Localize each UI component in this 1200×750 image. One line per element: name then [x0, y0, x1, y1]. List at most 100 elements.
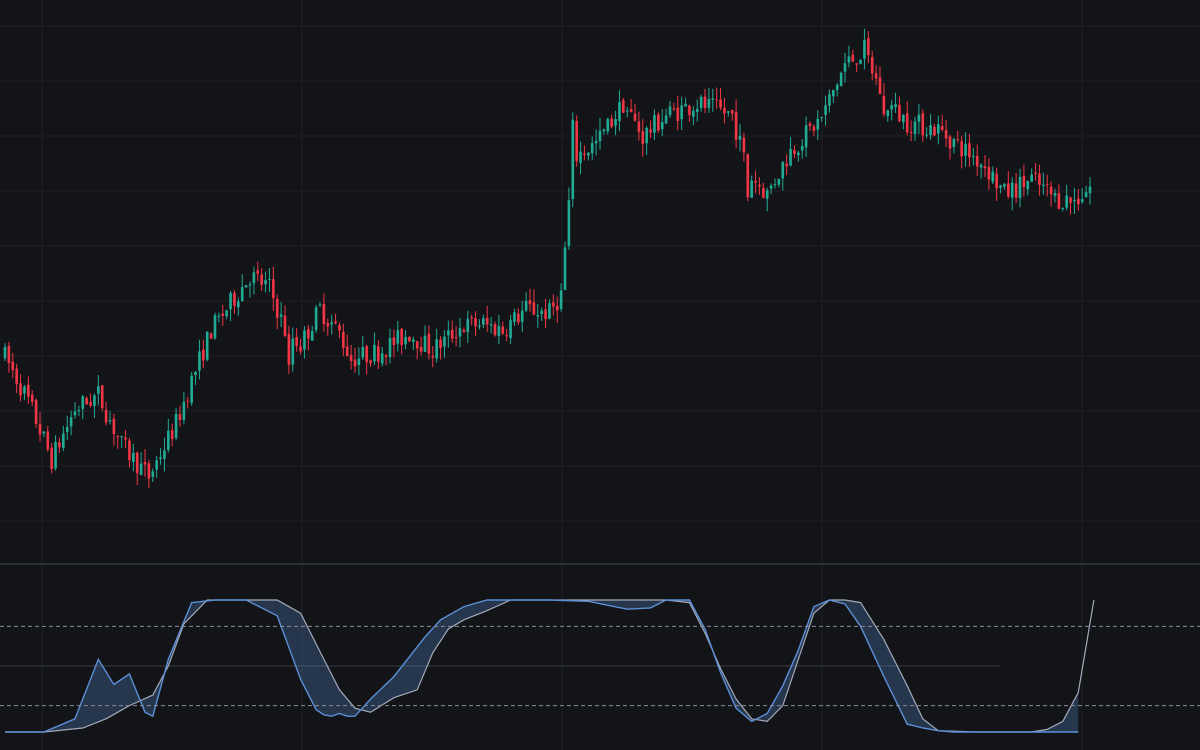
candle — [318, 302, 322, 307]
candle-body — [322, 303, 326, 325]
candle — [552, 294, 555, 316]
candle — [501, 321, 505, 336]
candle-body — [847, 56, 851, 63]
candle — [268, 267, 271, 292]
candle — [633, 104, 637, 122]
candle-body — [478, 325, 481, 327]
candle — [1045, 174, 1049, 197]
candle-body — [921, 113, 925, 136]
candle-body — [536, 315, 540, 317]
candle-body — [835, 84, 839, 90]
candle-body — [657, 114, 660, 131]
candle — [108, 411, 112, 425]
candle-body — [598, 130, 602, 142]
candle — [283, 305, 287, 338]
candle — [225, 309, 228, 320]
candle-body — [474, 318, 477, 327]
candle — [886, 109, 890, 123]
candle — [660, 109, 664, 137]
candle-body — [291, 338, 295, 365]
candle — [423, 325, 427, 353]
candle — [540, 307, 543, 321]
candle-body — [19, 383, 22, 396]
candle-body — [793, 150, 796, 154]
candle-body — [69, 417, 73, 427]
candle-body — [699, 96, 703, 109]
candle-body — [1088, 186, 1092, 194]
candle — [797, 150, 800, 162]
candle — [870, 50, 874, 81]
candle — [384, 353, 388, 366]
candle-body — [610, 118, 613, 127]
candle — [310, 325, 314, 341]
candle — [135, 451, 139, 486]
oscillator-main-line[interactable] — [5, 599, 1079, 733]
candle — [408, 336, 411, 343]
candle-body — [886, 110, 890, 117]
candle — [629, 98, 633, 113]
candle — [139, 452, 143, 476]
candle-body — [54, 441, 57, 469]
candle-body — [902, 114, 905, 123]
candle-body — [944, 130, 948, 139]
candle — [719, 87, 722, 111]
candle — [1080, 188, 1084, 204]
candle — [474, 311, 477, 337]
candle — [454, 326, 458, 347]
candle — [15, 363, 18, 394]
candle — [843, 52, 847, 83]
candle-body — [878, 77, 882, 94]
candle-body — [318, 304, 322, 306]
candle — [412, 336, 415, 351]
candle-body — [447, 330, 450, 336]
candle-body — [676, 107, 680, 121]
candle-body — [221, 313, 225, 316]
candle-body — [711, 98, 715, 100]
candle-body — [100, 385, 104, 409]
candle-body — [470, 317, 473, 319]
candle — [921, 109, 925, 142]
candle — [975, 144, 979, 176]
candle — [489, 317, 493, 334]
candle — [730, 109, 734, 121]
candle — [765, 187, 769, 212]
oscillator-signal-line[interactable] — [5, 599, 1095, 733]
candle-body — [240, 287, 244, 302]
candle-body — [688, 105, 691, 116]
candle — [1022, 164, 1026, 197]
candle-body — [443, 336, 446, 347]
candle — [1073, 187, 1076, 214]
candle — [544, 298, 547, 328]
candle-body — [594, 140, 598, 144]
candle — [587, 151, 590, 161]
candle — [999, 184, 1002, 194]
candle — [155, 455, 158, 478]
candle-body — [1077, 198, 1080, 205]
candle — [349, 344, 353, 370]
candle — [151, 468, 155, 483]
candle-body — [649, 129, 652, 133]
candle — [493, 321, 497, 337]
candle-body — [975, 155, 979, 167]
candle — [462, 327, 466, 333]
candle-body — [334, 321, 337, 324]
candle — [991, 166, 995, 185]
candle — [167, 418, 170, 453]
candle — [711, 88, 715, 112]
candle-body — [147, 463, 151, 479]
candle — [485, 305, 489, 332]
candle-body — [50, 447, 53, 470]
candle-body — [1073, 200, 1076, 202]
candle — [322, 293, 326, 332]
candle-body — [1053, 193, 1057, 196]
candle-body — [303, 330, 306, 350]
candle-body — [104, 409, 108, 423]
candle-body — [287, 334, 291, 365]
candle-body — [330, 322, 333, 325]
candle — [159, 448, 162, 465]
candle-body — [272, 279, 275, 299]
candle-body — [213, 315, 217, 339]
candle — [46, 426, 50, 452]
candle — [559, 283, 563, 312]
candle-body — [583, 153, 586, 155]
